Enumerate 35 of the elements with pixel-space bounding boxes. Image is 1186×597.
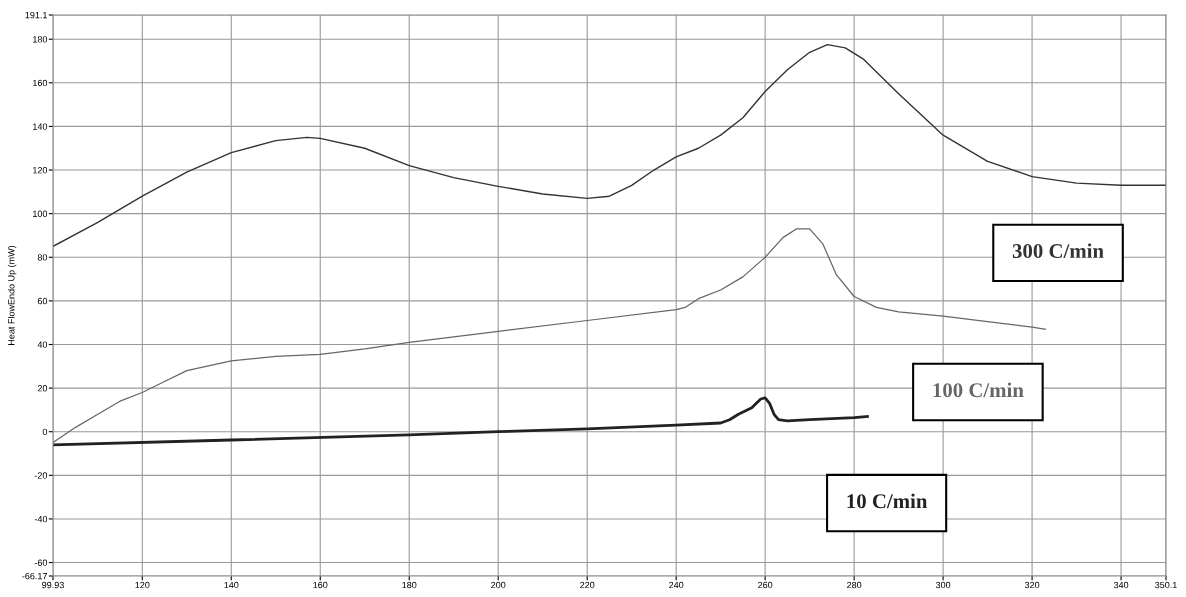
y-tick-label: 60 (37, 297, 48, 305)
line-series (53, 228, 1047, 444)
x-tick-label: 200 (491, 581, 506, 589)
y-tick-label: 0 (42, 428, 48, 436)
x-tick-label: 240 (669, 581, 684, 589)
x-tick-label: 340 (1113, 581, 1129, 589)
y-axis-title: Heat FlowEndo Up (mW) (7, 245, 17, 345)
x-tick-label: 140 (224, 581, 239, 589)
y-tick-label: 191.1 (25, 11, 48, 19)
y-tick-label: -66.17 (22, 572, 47, 580)
y-tick-label: 80 (37, 254, 48, 261)
x-tick-label: 350.1 (1155, 581, 1177, 589)
x-tick-label: 99.93 (42, 581, 64, 589)
x-tick-label: 280 (847, 581, 862, 589)
x-tick-label: 180 (402, 581, 417, 589)
y-tick-label: 100 (33, 210, 48, 218)
line-series (53, 396, 869, 447)
x-tick-label: 220 (580, 581, 595, 589)
text: 10 C/min (847, 493, 928, 509)
y-tick-label: 180 (33, 36, 48, 43)
y-tick-label: 120 (33, 167, 48, 174)
y-tick-label: 40 (37, 341, 48, 348)
x-tick-label: 120 (135, 581, 150, 589)
text: 100 C/min (933, 382, 1024, 398)
y-tick-label: -60 (34, 559, 48, 566)
x-tick-label: 300 (935, 581, 951, 589)
y-tick-label: 20 (37, 385, 48, 392)
y-tick-label: -40 (34, 515, 48, 523)
y-tick-label: 140 (33, 123, 48, 130)
x-tick-label: 160 (313, 581, 328, 589)
y-tick-label: -20 (34, 472, 48, 479)
x-tick-label: 320 (1024, 581, 1040, 589)
x-tick-label: 260 (758, 581, 773, 589)
y-tick-label: 160 (33, 79, 48, 87)
text: 300 C/min (1012, 243, 1104, 259)
